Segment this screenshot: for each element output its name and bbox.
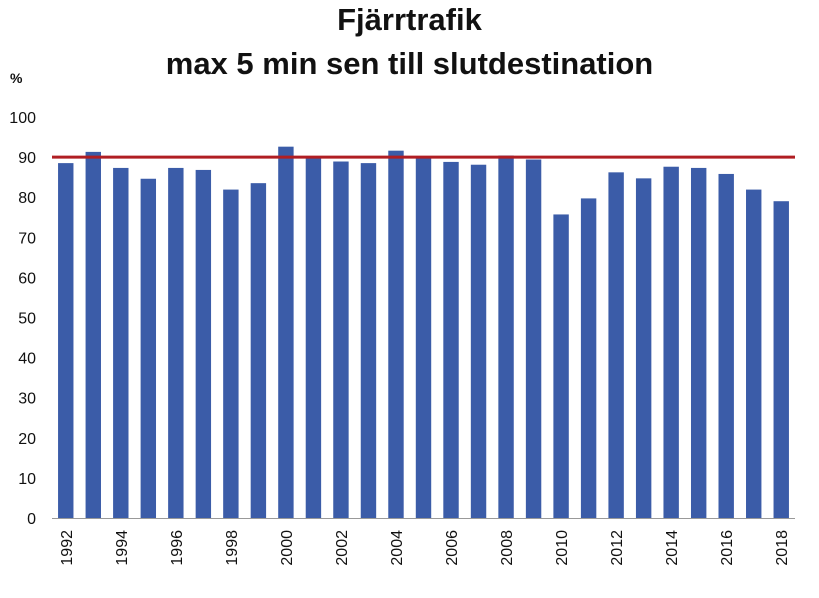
x-tick-label: 1998 bbox=[224, 530, 241, 566]
chart-title-line-1: Fjärrtrafik bbox=[337, 2, 482, 37]
x-tick-label: 1994 bbox=[114, 530, 131, 566]
bar-1995 bbox=[140, 178, 157, 518]
bar-2016 bbox=[718, 173, 734, 518]
x-tick-label: 2014 bbox=[664, 530, 681, 566]
bar-1999 bbox=[250, 183, 267, 519]
y-tick-label: 30 bbox=[18, 391, 36, 408]
y-axis-ticks: 0 10 20 30 40 50 60 70 80 90 100 bbox=[9, 110, 36, 528]
y-tick-label: 40 bbox=[18, 351, 36, 368]
bar-2017 bbox=[746, 189, 762, 518]
bars bbox=[58, 146, 789, 519]
x-tick-label: 2002 bbox=[334, 530, 351, 566]
bar-1997 bbox=[195, 169, 212, 518]
bar-2000 bbox=[278, 146, 294, 518]
bar-2011 bbox=[580, 198, 597, 518]
x-tick-label: 1992 bbox=[59, 530, 76, 566]
y-axis-unit-label: % bbox=[10, 70, 23, 86]
y-tick-label: 10 bbox=[18, 471, 36, 488]
bar-2010 bbox=[553, 214, 569, 518]
bar-2006 bbox=[443, 161, 459, 519]
x-tick-label: 2008 bbox=[499, 530, 516, 566]
bar-2005 bbox=[415, 157, 432, 518]
y-tick-label: 80 bbox=[18, 190, 36, 207]
x-tick-label: 2000 bbox=[279, 530, 296, 566]
y-tick-label: 0 bbox=[27, 511, 36, 528]
bar-1994 bbox=[113, 167, 129, 518]
bar-2014 bbox=[663, 166, 679, 518]
y-tick-label: 20 bbox=[18, 431, 36, 448]
x-tick-label: 2012 bbox=[609, 530, 626, 566]
y-tick-label: 90 bbox=[18, 150, 36, 167]
bar-1993 bbox=[85, 151, 101, 518]
bar-1996 bbox=[168, 167, 184, 518]
bar-1998 bbox=[223, 189, 239, 518]
bar-2004 bbox=[388, 150, 404, 518]
bar-2007 bbox=[470, 164, 487, 518]
x-tick-label: 2004 bbox=[389, 530, 406, 566]
x-tick-label: 2006 bbox=[444, 530, 461, 566]
x-tick-label: 2018 bbox=[774, 530, 791, 566]
y-tick-label: 100 bbox=[9, 110, 36, 127]
bar-2015 bbox=[690, 167, 707, 518]
bar-1992 bbox=[58, 163, 74, 519]
y-tick-label: 70 bbox=[18, 230, 36, 247]
x-axis-ticks: 1992 1994 1996 1998 2000 2002 2004 2006 2008 2010… bbox=[59, 530, 791, 566]
bar-2012 bbox=[608, 172, 624, 518]
bar-2002 bbox=[333, 161, 349, 519]
bar-2003 bbox=[360, 163, 377, 519]
bar-2018 bbox=[773, 201, 789, 518]
x-tick-label: 2016 bbox=[719, 530, 736, 566]
bar-2001 bbox=[305, 157, 322, 518]
bar-2009 bbox=[525, 159, 542, 519]
bar-2008 bbox=[498, 155, 514, 518]
x-tick-label: 1996 bbox=[169, 530, 186, 566]
bar-2013 bbox=[635, 178, 652, 518]
y-tick-label: 60 bbox=[18, 270, 36, 287]
x-tick-label: 2010 bbox=[554, 530, 571, 566]
y-tick-label: 50 bbox=[18, 311, 36, 328]
chart-title-line-2: max 5 min sen till slutdestination bbox=[165, 46, 654, 81]
